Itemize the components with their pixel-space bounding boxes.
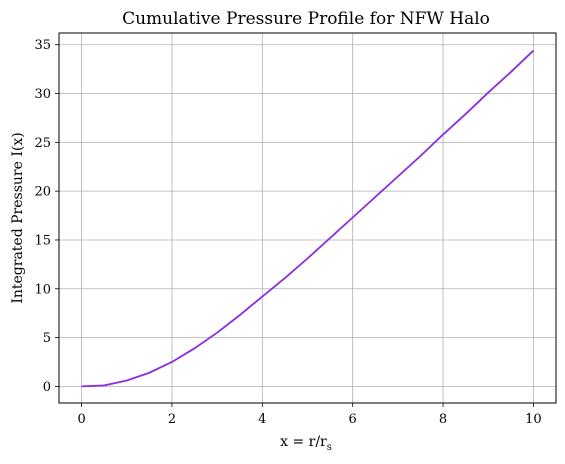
y-axis: 0 5 10 15 20 25 30 35 — [34, 38, 59, 395]
x-axis-label: x = r/rs — [280, 434, 332, 453]
x-tick-label: 0 — [77, 412, 85, 427]
plot-frame — [58, 32, 557, 404]
x-tick-label: 8 — [439, 412, 447, 427]
x-tick-label: 4 — [258, 412, 266, 427]
y-tick-label: 5 — [43, 331, 51, 346]
series-line — [81, 49, 535, 388]
x-tick-label: 10 — [525, 412, 542, 427]
y-tick-label: 20 — [34, 185, 51, 200]
y-tick-label: 15 — [34, 233, 51, 248]
y-tick-label: 30 — [34, 87, 51, 102]
y-tick-label: 10 — [34, 282, 51, 297]
grid — [59, 33, 556, 403]
y-tick-label: 0 — [43, 380, 51, 395]
x-tick-label: 6 — [349, 412, 357, 427]
y-tick-label: 35 — [34, 38, 51, 53]
y-axis-label: Integrated Pressure I(x) — [10, 132, 26, 303]
x-axis: 0 2 4 6 8 10 — [77, 403, 542, 427]
x-tick-label: 2 — [168, 412, 176, 427]
y-tick-label: 25 — [34, 136, 51, 151]
chart-title: Cumulative Pressure Profile for NFW Halo — [122, 9, 490, 29]
